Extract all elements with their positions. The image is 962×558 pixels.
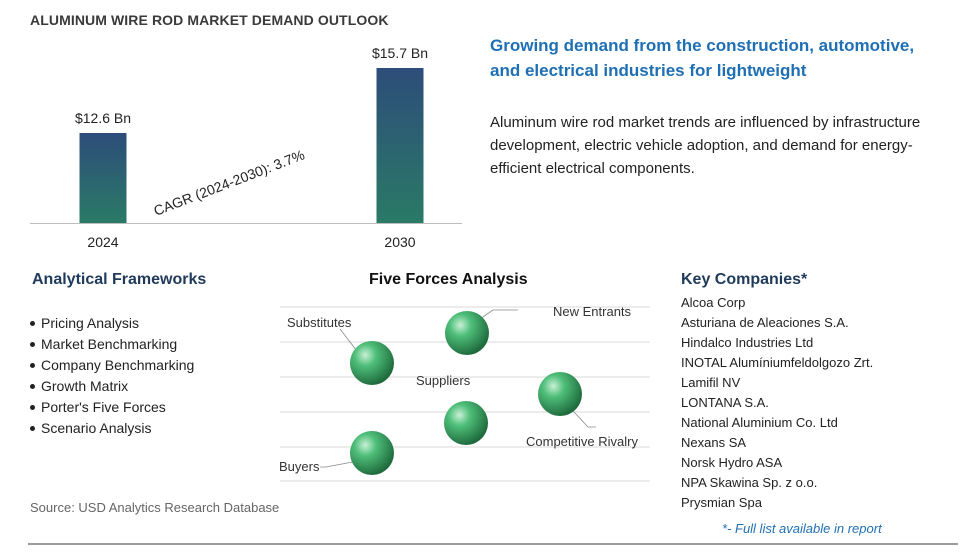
key-companies-title: Key Companies* [681, 271, 808, 288]
company-item: Asturiana de Aleaciones S.A. [681, 315, 849, 330]
buyers-label: Buyers [279, 459, 320, 474]
five-forces-title: Five Forces Analysis [369, 271, 528, 288]
substitutes-label: Substitutes [287, 315, 352, 330]
competitive-rivalry-sphere [444, 401, 488, 445]
framework-item: Porter's Five Forces [30, 397, 194, 418]
buyers-connector [320, 460, 359, 468]
new-entrants-label: New Entrants [553, 304, 632, 319]
buyers-sphere [350, 431, 394, 475]
analytical-frameworks-title: Analytical Frameworks [32, 271, 207, 288]
framework-item: Scenario Analysis [30, 418, 194, 439]
suppliers-sphere [538, 372, 582, 416]
analytical-frameworks-list: Pricing Analysis Market Benchmarking Compa… [30, 313, 194, 439]
key-companies-list: Alcoa Corp Asturiana de Aleaciones S.A. Hi… [681, 293, 873, 513]
bullet-icon [30, 425, 35, 431]
bullet-icon [30, 404, 35, 410]
bar-value-label: $12.6 Bn [75, 110, 131, 126]
bar-2024 [79, 133, 127, 223]
bullet-icon [30, 383, 35, 389]
bullet-icon [30, 320, 35, 326]
suppliers-label: Suppliers [416, 373, 471, 388]
five-forces-diagram: New Entrants Substitutes Suppliers Compe… [279, 304, 650, 482]
cagr-annotation: CAGR (2024-2030): 3.7% [151, 146, 306, 218]
bottom-divider [28, 543, 958, 545]
source-note: Source: USD Analytics Research Database [30, 500, 280, 515]
framework-item: Market Benchmarking [30, 334, 194, 355]
company-item: Nexans SA [681, 435, 747, 450]
framework-item-label: Company Benchmarking [41, 357, 195, 373]
framework-item: Company Benchmarking [30, 355, 194, 376]
competitive-rivalry-label: Competitive Rivalry [526, 434, 638, 449]
substitutes-sphere [350, 341, 394, 385]
company-item: LONTANA S.A. [681, 395, 769, 410]
framework-item: Growth Matrix [30, 376, 194, 397]
company-item: Alcoa Corp [681, 295, 746, 310]
company-item: NPA Skawina Sp. z o.o. [681, 475, 818, 490]
bullet-icon [30, 341, 35, 347]
bullet-icon [30, 362, 35, 368]
company-item: National Aluminium Co. Ltd [681, 415, 838, 430]
x-tick-label: 2024 [87, 234, 118, 250]
main-title: ALUMINUM WIRE ROD MARKET DEMAND OUTLOOK [30, 12, 389, 28]
full-list-note: *- Full list available in report [722, 521, 882, 536]
framework-item-label: Scenario Analysis [41, 420, 152, 436]
framework-item-label: Growth Matrix [41, 378, 129, 394]
framework-item-label: Porter's Five Forces [41, 399, 166, 415]
framework-item: Pricing Analysis [30, 313, 194, 334]
framework-item-label: Market Benchmarking [41, 336, 178, 352]
bar-2030 [376, 68, 424, 223]
bar-value-label: $15.7 Bn [372, 45, 428, 61]
company-item: Hindalco Industries Ltd [681, 335, 814, 350]
headline: Growing demand from the construction, au… [490, 36, 915, 80]
market-bar-chart: $12.6 Bn 2024 $15.7 Bn 2030 CAGR (2024-2030… [30, 45, 462, 250]
framework-item-label: Pricing Analysis [41, 315, 140, 331]
x-tick-label: 2030 [384, 234, 415, 250]
company-item: Norsk Hydro ASA [681, 455, 783, 470]
company-item: Lamifil NV [681, 375, 741, 390]
market-description: Aluminum wire rod market trends are infl… [490, 114, 921, 177]
company-item: Prysmian Spa [681, 495, 762, 510]
company-item: INOTAL Alumíniumfeldolgozo Zrt. [681, 355, 874, 370]
new-entrants-sphere [445, 311, 489, 355]
